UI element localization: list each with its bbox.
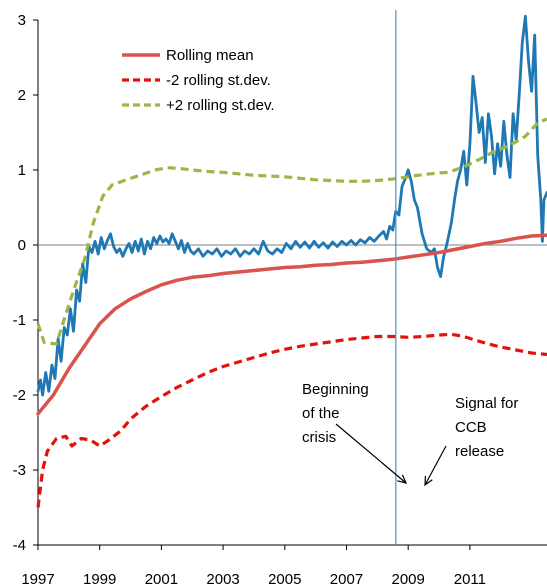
series-layer — [36, 14, 547, 508]
legend-label: +2 rolling st.dev. — [166, 97, 275, 114]
x-tick-label: 2009 — [391, 571, 424, 588]
y-tick-label: 1 — [18, 162, 26, 179]
rolling-mean-line — [36, 233, 547, 416]
y-tick-label: 2 — [18, 87, 26, 104]
x-tick-label: 2005 — [268, 571, 301, 588]
annotation-crisis-text: Beginning — [302, 381, 369, 398]
annotation-ccb-text: CCB — [455, 419, 487, 436]
y-tick-label: -1 — [13, 312, 26, 329]
y-tick-label: -2 — [13, 387, 26, 404]
x-tick-label: 1997 — [21, 571, 54, 588]
x-tick-label: 2001 — [145, 571, 178, 588]
minus-2-stdev-line — [36, 332, 547, 508]
plus-2-stdev-line — [36, 117, 547, 346]
annotations: Beginning of the crisis Signal for CCB releas… — [302, 381, 518, 487]
x-tick-label: 1999 — [83, 571, 116, 588]
axes: -4 -3 -2 -1 0 1 2 3 1997 1999 2001 2003 2005 2007 2009… — [13, 12, 547, 588]
y-tick-label: -4 — [13, 537, 26, 554]
ccb-arrow-head — [424, 475, 433, 487]
annotation-ccb-text: release — [455, 443, 504, 460]
x-tick-label: 2003 — [206, 571, 239, 588]
indicator-line — [36, 14, 547, 397]
annotation-crisis-text: of the — [302, 405, 340, 422]
x-tick-label: 2007 — [330, 571, 363, 588]
annotation-ccb-text: Signal for — [455, 395, 518, 412]
ccb-arrow — [424, 445, 447, 486]
crisis-arrow — [335, 423, 407, 484]
y-tick-label: 0 — [18, 237, 26, 254]
legend: Rolling mean -2 rolling st.dev. +2 rolling… — [122, 47, 275, 114]
crisis-arrow-head — [397, 474, 408, 484]
legend-label: Rolling mean — [166, 47, 254, 64]
x-tick-label: 2011 — [454, 571, 486, 588]
y-tick-label: 3 — [18, 12, 26, 29]
y-tick-label: -3 — [13, 462, 26, 479]
annotation-crisis-text: crisis — [302, 429, 336, 446]
legend-label: -2 rolling st.dev. — [166, 72, 271, 89]
